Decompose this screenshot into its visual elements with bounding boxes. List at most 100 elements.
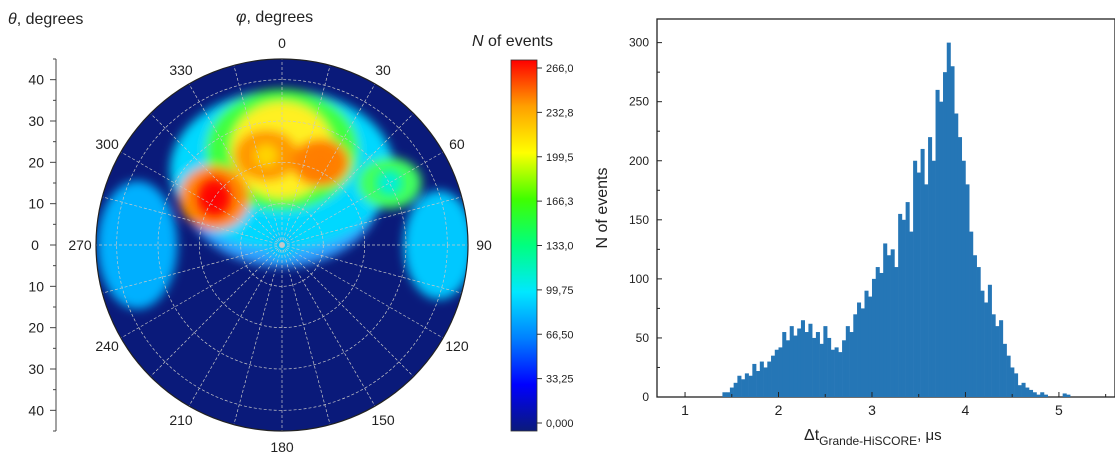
histogram-bar bbox=[827, 337, 832, 397]
histogram-bar bbox=[1066, 394, 1071, 397]
phi-label-text: , degrees bbox=[246, 9, 313, 26]
histogram-bar bbox=[838, 352, 843, 397]
angular-gridline bbox=[233, 244, 283, 425]
colorbar-tick-label: 33,25 bbox=[546, 374, 574, 386]
angular-gridline bbox=[281, 196, 462, 246]
histogram: 0 50 100 150 200 250 300 1 2 3 4 5 N of events ΔtGr… bbox=[594, 18, 1115, 448]
angular-tick-label: 120 bbox=[445, 338, 469, 354]
histogram-bar bbox=[1032, 392, 1037, 397]
histogram-bar bbox=[905, 202, 910, 397]
angular-tick-labels: 0 30 60 90 120 150 180 210 240 270 300 330 bbox=[68, 35, 492, 455]
histogram-bar bbox=[782, 332, 787, 397]
angular-tick-label: 0 bbox=[278, 35, 286, 51]
colorbar-tick-label: 166,3 bbox=[546, 196, 574, 208]
histogram-bar bbox=[1021, 382, 1026, 397]
histogram-bar bbox=[920, 148, 925, 397]
histogram-bar bbox=[875, 267, 880, 397]
histogram-bar bbox=[853, 314, 858, 397]
histogram-bar bbox=[965, 184, 970, 397]
histogram-bar bbox=[898, 213, 903, 397]
y-tick-label: 0 bbox=[642, 390, 649, 404]
xlabel-unit: , μs bbox=[917, 427, 941, 444]
angular-gridline bbox=[188, 244, 283, 407]
histogram-bar bbox=[939, 101, 944, 397]
histogram-bar bbox=[800, 320, 805, 397]
angular-tick-label: 60 bbox=[449, 136, 465, 152]
histogram-bar bbox=[871, 278, 877, 397]
angular-gridline bbox=[120, 151, 283, 246]
histogram-bar bbox=[823, 326, 828, 397]
histogram-bar bbox=[946, 42, 951, 397]
angular-tick-label: 330 bbox=[169, 62, 193, 78]
xlabel-main: Δt bbox=[804, 427, 820, 444]
x-tick-label: 4 bbox=[962, 402, 970, 418]
polar-heatmap: θ , degrees φ, degrees 0 30 60 90 120 150 180 21… bbox=[8, 9, 492, 455]
histogram-bar bbox=[744, 373, 749, 397]
angular-gridline bbox=[281, 244, 444, 339]
colorbar-tick-label: 66,50 bbox=[546, 329, 574, 341]
colorbar-tick-label: 232,8 bbox=[546, 107, 574, 119]
histogram-bar bbox=[1014, 373, 1019, 397]
angular-tick-label: 150 bbox=[371, 412, 395, 428]
heat-blob bbox=[97, 181, 178, 309]
x-tick-label: 1 bbox=[681, 402, 689, 418]
histogram-bar bbox=[928, 137, 933, 397]
phi-axis-label: φ, degrees bbox=[236, 9, 313, 26]
angular-gridline bbox=[281, 83, 376, 246]
histogram-bar bbox=[913, 160, 918, 397]
histogram-bar bbox=[1010, 367, 1015, 397]
histogram-bar bbox=[868, 296, 873, 397]
heat-hotspot bbox=[202, 185, 227, 210]
histogram-bar bbox=[1017, 385, 1022, 397]
angular-tick-label: 180 bbox=[270, 439, 294, 455]
angular-gridline bbox=[188, 83, 283, 246]
histogram-bar bbox=[771, 355, 776, 397]
histogram-bar bbox=[1006, 355, 1011, 397]
polar-outline bbox=[95, 58, 469, 432]
xlabel-subscript: Grande-HiSCORE bbox=[819, 434, 917, 448]
radial-center-tick-label: 0 bbox=[31, 237, 39, 253]
histogram-bar bbox=[980, 290, 985, 397]
histogram-bar bbox=[759, 361, 764, 397]
angular-tick-label: 270 bbox=[68, 237, 92, 253]
angular-tick-label: 90 bbox=[476, 237, 492, 253]
histogram-bar bbox=[834, 347, 839, 397]
histogram-bar bbox=[726, 392, 731, 397]
histogram-bar bbox=[763, 367, 768, 397]
histogram-bar bbox=[935, 89, 940, 397]
colorbar-tick-label: 199,5 bbox=[546, 152, 574, 164]
histogram-bar bbox=[1002, 343, 1007, 397]
histogram-bar bbox=[969, 231, 974, 397]
histogram-bar bbox=[722, 392, 727, 397]
angular-tick-label: 300 bbox=[95, 136, 119, 152]
angular-gridline bbox=[150, 244, 283, 377]
histogram-bar bbox=[815, 332, 820, 397]
colorbar-title-text: of events bbox=[484, 33, 553, 50]
theta-symbol: θ bbox=[8, 11, 17, 28]
histogram-bar bbox=[785, 340, 791, 397]
histogram-bar bbox=[991, 314, 996, 397]
radial-tick-label: 20 bbox=[28, 154, 44, 170]
histogram-bar bbox=[793, 335, 798, 397]
angular-gridline bbox=[281, 244, 331, 425]
y-tick-label: 250 bbox=[629, 95, 649, 109]
radial-axis: 40 30 20 10 10 20 30 40 0 bbox=[28, 58, 57, 432]
histogram-bar bbox=[957, 137, 963, 397]
histogram-bar bbox=[1062, 393, 1067, 397]
phi-symbol: φ bbox=[236, 9, 246, 26]
colorbar-tick-label: 133,0 bbox=[546, 241, 574, 253]
histogram-xlabel: ΔtGrande-HiSCORE, μs bbox=[804, 427, 942, 448]
histogram-bar bbox=[808, 323, 813, 397]
histogram-bar bbox=[954, 113, 959, 397]
histogram-bar bbox=[819, 343, 824, 397]
angular-tick-label: 210 bbox=[169, 412, 193, 428]
histogram-bar bbox=[1029, 389, 1034, 397]
histogram-bar bbox=[943, 72, 948, 397]
angular-gridline bbox=[120, 244, 283, 339]
radial-tick-label: 30 bbox=[28, 361, 44, 377]
histogram-ylabel: N of events bbox=[594, 168, 611, 249]
histogram-bar bbox=[842, 340, 847, 397]
colorbar-tick-label: 99,75 bbox=[546, 285, 574, 297]
angular-gridline bbox=[281, 65, 331, 246]
histogram-bar bbox=[961, 160, 966, 397]
